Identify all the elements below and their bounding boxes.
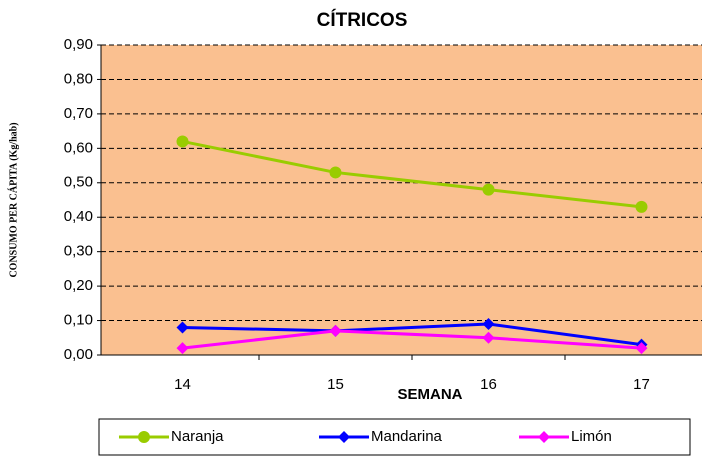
series-line (182, 139, 642, 209)
x-tick-label: 17 (633, 376, 650, 393)
marker (482, 183, 495, 196)
y-tick-label: 0,70 (64, 105, 93, 122)
marker (338, 431, 350, 443)
legend-label: Mandarina (371, 428, 443, 445)
x-tick-label: 16 (480, 376, 497, 393)
x-tick-label: 14 (174, 376, 191, 393)
y-tick-label: 0,90 (64, 36, 93, 53)
x-axis-label: SEMANA (397, 386, 462, 403)
chart-title: CÍTRICOS (317, 9, 408, 31)
marker (482, 331, 495, 344)
marker (138, 431, 150, 443)
y-tick-label: 0,30 (64, 243, 93, 260)
y-tick-label: 0,10 (64, 312, 93, 329)
y-axis-label: CONSUMO PER CÁPITA (Kg/hab) (7, 122, 19, 277)
marker (635, 342, 648, 355)
y-tick-label: 0,40 (64, 208, 93, 225)
marker (538, 431, 550, 443)
series-line (182, 329, 642, 350)
y-tick-label: 0,60 (64, 139, 93, 156)
marker (176, 135, 189, 148)
legend-label: Limón (571, 428, 612, 445)
series-line (182, 322, 642, 347)
y-tick-label: 0,80 (64, 70, 93, 87)
marker (635, 200, 648, 213)
x-tick-label: 15 (327, 376, 344, 393)
marker (176, 321, 189, 334)
legend-box (98, 418, 691, 456)
y-tick-label: 0,00 (64, 346, 93, 363)
marker (329, 166, 342, 179)
y-tick-label: 0,50 (64, 174, 93, 191)
marker (329, 324, 342, 337)
marker (176, 342, 189, 355)
plot-area (101, 45, 702, 355)
legend-label: Naranja (171, 428, 224, 445)
y-tick-label: 0,20 (64, 277, 93, 294)
marker (482, 318, 495, 330)
